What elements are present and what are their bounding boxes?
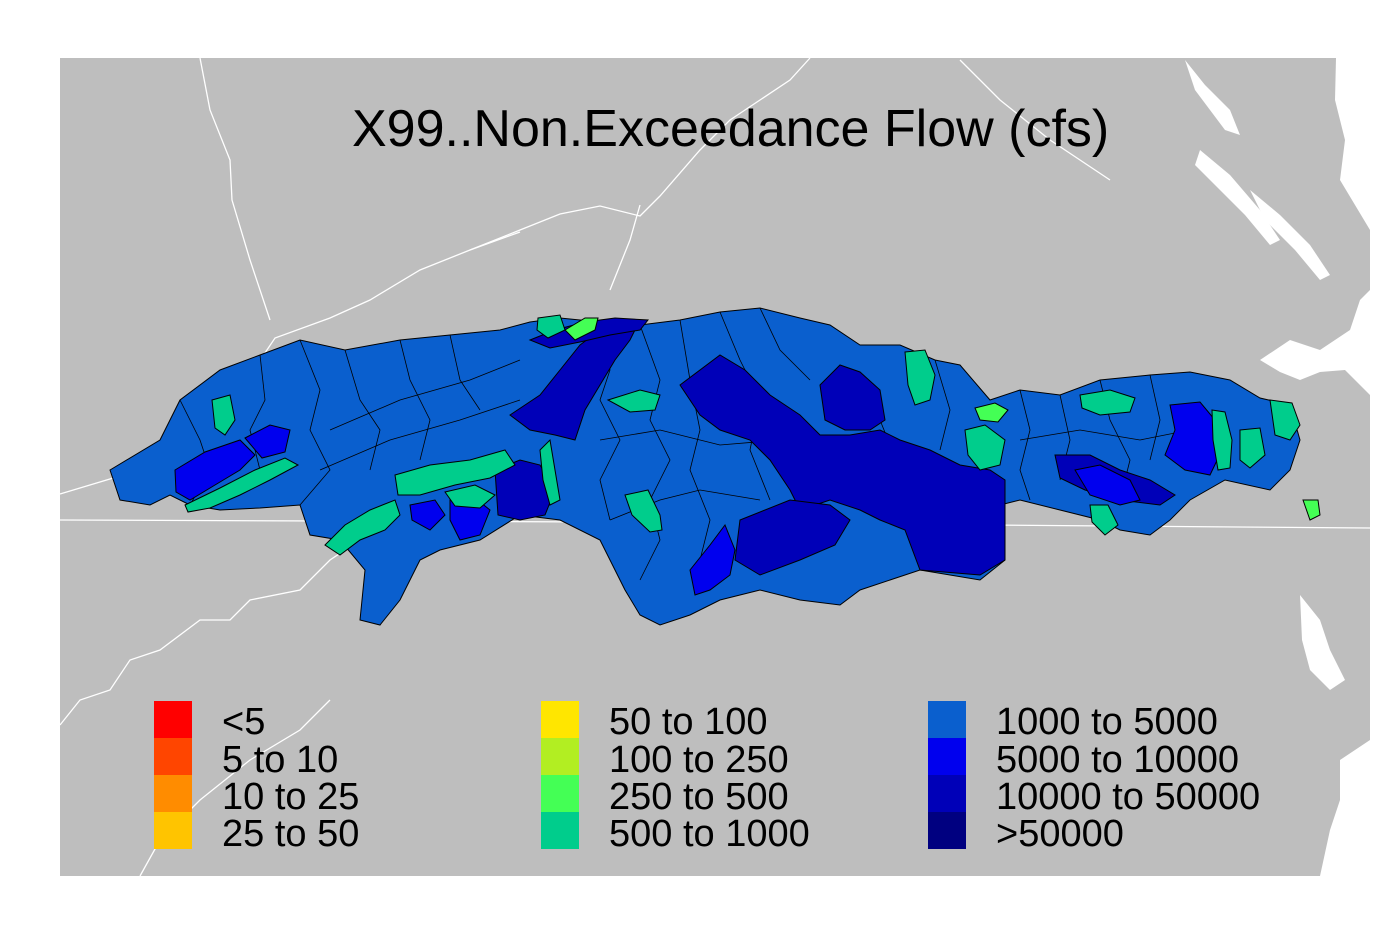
legend-label: <5	[222, 701, 265, 743]
watershed-region	[1079, 389, 1136, 416]
watershed-region	[624, 489, 663, 533]
watershed-region	[679, 354, 1006, 576]
watershed-region	[1211, 409, 1233, 471]
legend-labels: <5 5 to 10 10 to 25 25 to 50 50 to 100 1…	[222, 701, 1260, 855]
legend-label: >50000	[996, 813, 1124, 855]
watershed-region	[734, 499, 851, 576]
watershed-region	[1164, 401, 1223, 476]
watershed-region	[539, 438, 561, 506]
legend-label: 10 to 25	[222, 776, 359, 818]
watershed-region	[974, 402, 1009, 423]
legend-swatch	[154, 738, 192, 775]
legend-label: 1000 to 5000	[996, 701, 1218, 743]
legend-swatch	[928, 812, 966, 849]
legend-swatch	[928, 701, 966, 738]
legend-swatch	[541, 775, 579, 812]
legend-swatch	[928, 738, 966, 775]
legend-swatch	[154, 812, 192, 849]
watershed-region	[444, 484, 496, 509]
watershed-region	[324, 499, 401, 556]
watershed-region	[174, 439, 256, 501]
legend-label: 50 to 100	[609, 701, 767, 743]
legend-swatch	[541, 701, 579, 738]
coastal-water	[1185, 58, 1370, 876]
watershed-region	[211, 394, 236, 436]
watershed-region	[904, 349, 936, 406]
watershed-region	[244, 424, 291, 459]
watershed-region	[1239, 427, 1266, 469]
legend-label: 500 to 1000	[609, 813, 810, 855]
legend-swatches	[154, 701, 966, 849]
watershed-region	[184, 457, 300, 513]
legend-label: 100 to 250	[609, 739, 789, 781]
legend-swatch	[928, 775, 966, 812]
legend-label: 5000 to 10000	[996, 739, 1239, 781]
watershed-region	[536, 314, 566, 339]
legend-label: 25 to 50	[222, 813, 359, 855]
legend-label: 5 to 10	[222, 739, 338, 781]
watershed-region	[1302, 499, 1321, 521]
watershed-region	[1269, 399, 1301, 441]
watershed-region	[1089, 504, 1119, 536]
legend-label: 10000 to 50000	[996, 776, 1260, 818]
watershed-region	[819, 364, 886, 431]
watershed-region	[964, 424, 1006, 471]
watershed-region	[564, 317, 599, 341]
watershed-region	[1074, 464, 1141, 506]
watershed-region	[689, 523, 736, 596]
watershed-region	[409, 499, 446, 531]
map-title: X99..Non.Exceedance Flow (cfs)	[352, 100, 1109, 158]
legend-swatch	[154, 775, 192, 812]
legend-swatch	[541, 812, 579, 849]
watershed-region	[394, 449, 516, 496]
watershed-region	[509, 319, 641, 441]
legend-swatch	[541, 738, 579, 775]
watershed-region	[606, 389, 661, 413]
legend-swatch	[154, 701, 192, 738]
legend-label: 250 to 500	[609, 776, 789, 818]
watershed-regions	[109, 307, 1321, 626]
